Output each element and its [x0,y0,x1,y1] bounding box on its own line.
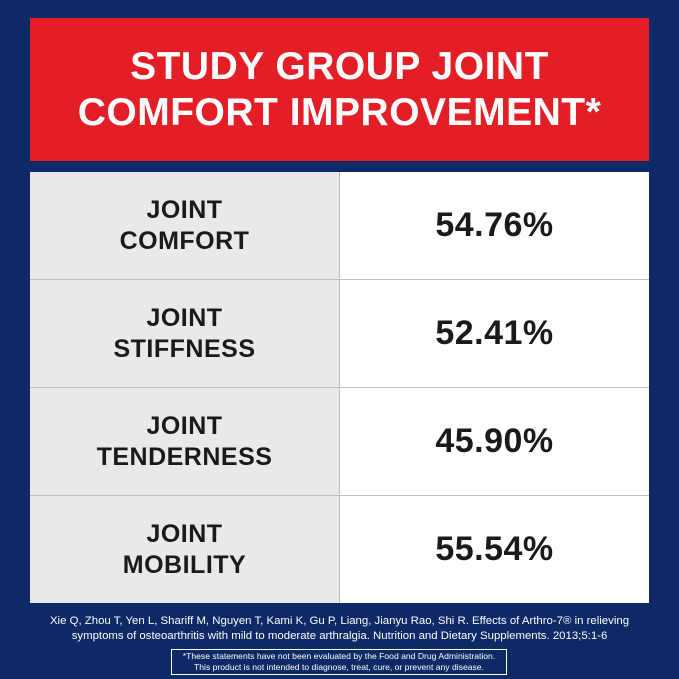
row-value-text: 45.90% [435,422,554,460]
row-value: 52.41% [340,280,649,387]
row-value: 55.54% [340,496,649,603]
row-label-line-1: JOINT [146,411,223,440]
row-label: JOINT MOBILITY [30,496,340,603]
row-label-line-2: MOBILITY [122,550,247,579]
title-line-1: STUDY GROUP JOINT [130,44,549,88]
table-row-joint-comfort: JOINT COMFORT 54.76% [30,172,649,280]
row-value-text: 55.54% [435,530,554,568]
disclaimer-line-1: *These statements have not been evaluate… [182,651,496,661]
row-value: 45.90% [340,388,649,495]
row-label: JOINT TENDERNESS [30,388,340,495]
citation-line-2: symptoms of osteoarthritis with mild to … [71,630,608,642]
row-label-line-1: JOINT [146,195,223,224]
citation-line-1: Xie Q, Zhou T, Yen L, Shariff M, Nguyen … [49,615,630,627]
table-row-joint-mobility: JOINT MOBILITY 55.54% [30,496,649,603]
table-row-joint-tenderness: JOINT TENDERNESS 45.90% [30,388,649,496]
table-row-joint-stiffness: JOINT STIFFNESS 52.41% [30,280,649,388]
title-line-2: COMFORT IMPROVEMENT* [77,90,602,134]
title-banner: STUDY GROUP JOINT COMFORT IMPROVEMENT* [30,18,649,161]
row-label-line-2: STIFFNESS [113,334,256,363]
fda-disclaimer: *These statements have not been evaluate… [171,649,507,675]
row-label: JOINT STIFFNESS [30,280,340,387]
row-label: JOINT COMFORT [30,172,340,279]
results-table: JOINT COMFORT 54.76% JOINT STIFFNESS 52.… [30,172,649,603]
row-label-line-1: JOINT [146,519,223,548]
row-value-text: 52.41% [435,314,554,352]
study-citation: Xie Q, Zhou T, Yen L, Shariff M, Nguyen … [10,614,669,644]
row-label-line-2: COMFORT [119,226,250,255]
row-value-text: 54.76% [435,206,554,244]
row-label-line-2: TENDERNESS [96,442,273,471]
disclaimer-line-2: This product is not intended to diagnose… [194,662,484,672]
row-value: 54.76% [340,172,649,279]
row-label-line-1: JOINT [146,303,223,332]
